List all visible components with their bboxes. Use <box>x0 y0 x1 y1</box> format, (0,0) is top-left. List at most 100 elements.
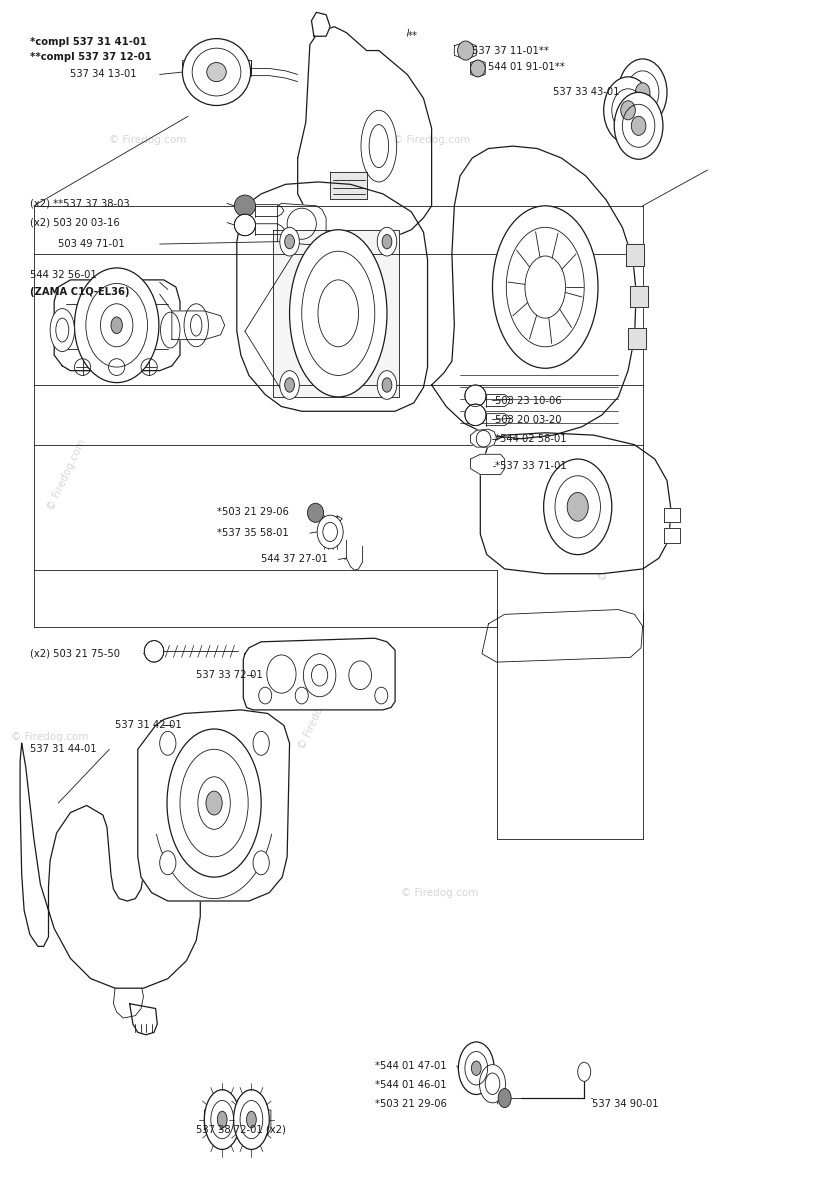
Text: © Firedog.com: © Firedog.com <box>45 438 87 511</box>
Polygon shape <box>129 1003 157 1034</box>
Ellipse shape <box>144 641 164 662</box>
Text: 537 37 11-01**: 537 37 11-01** <box>472 46 549 55</box>
Text: (x2) **537 37 38-03: (x2) **537 37 38-03 <box>30 198 129 209</box>
Ellipse shape <box>458 1042 494 1094</box>
Ellipse shape <box>285 378 294 392</box>
Ellipse shape <box>544 460 611 554</box>
Polygon shape <box>628 328 646 349</box>
Ellipse shape <box>218 1111 227 1128</box>
Ellipse shape <box>480 1064 505 1103</box>
Text: 503 23 10-06: 503 23 10-06 <box>495 396 561 406</box>
Ellipse shape <box>160 731 176 755</box>
Text: 537 34 13-01: 537 34 13-01 <box>70 70 137 79</box>
Text: (x2) 503 21 75-50: (x2) 503 21 75-50 <box>30 649 119 659</box>
Polygon shape <box>172 311 225 340</box>
Polygon shape <box>204 1110 271 1138</box>
Polygon shape <box>630 286 648 307</box>
Ellipse shape <box>160 851 176 875</box>
Text: *compl 537 31 41-01: *compl 537 31 41-01 <box>30 37 147 47</box>
Ellipse shape <box>207 62 227 82</box>
Polygon shape <box>471 430 497 448</box>
Text: (x2) 503 20 03-16: (x2) 503 20 03-16 <box>30 217 119 228</box>
Text: © Firedog.com: © Firedog.com <box>393 136 471 145</box>
Ellipse shape <box>289 229 387 397</box>
Text: *544 02 58-01: *544 02 58-01 <box>495 433 567 444</box>
Ellipse shape <box>204 1090 240 1150</box>
Text: *503 21 29-06: *503 21 29-06 <box>375 1099 447 1109</box>
Ellipse shape <box>382 378 392 392</box>
Ellipse shape <box>167 730 261 877</box>
Ellipse shape <box>307 503 324 522</box>
Polygon shape <box>297 26 432 244</box>
Polygon shape <box>432 146 636 439</box>
Polygon shape <box>278 204 326 245</box>
Text: 537 34 90-01: 537 34 90-01 <box>592 1099 659 1109</box>
Text: 544 32 56-01: 544 32 56-01 <box>30 270 96 280</box>
Polygon shape <box>236 182 428 412</box>
Ellipse shape <box>253 851 269 875</box>
Ellipse shape <box>206 791 222 815</box>
Text: © Firedog.com: © Firedog.com <box>12 732 89 743</box>
Ellipse shape <box>317 515 343 548</box>
Ellipse shape <box>111 317 122 334</box>
Text: 537 33 72-01: 537 33 72-01 <box>196 671 263 680</box>
Polygon shape <box>626 244 644 265</box>
Text: © Firedog.com: © Firedog.com <box>109 136 186 145</box>
Polygon shape <box>20 743 200 988</box>
Ellipse shape <box>377 371 396 400</box>
Ellipse shape <box>253 731 269 755</box>
Ellipse shape <box>377 227 396 256</box>
Ellipse shape <box>280 227 299 256</box>
Ellipse shape <box>74 268 159 383</box>
Text: 544 37 27-01: 544 37 27-01 <box>261 554 328 564</box>
Polygon shape <box>471 60 485 77</box>
Ellipse shape <box>285 234 294 248</box>
Ellipse shape <box>567 492 588 521</box>
Text: 537 38 72-01 (x2): 537 38 72-01 (x2) <box>196 1124 286 1134</box>
Polygon shape <box>664 508 680 522</box>
Ellipse shape <box>465 385 486 407</box>
Ellipse shape <box>620 101 635 120</box>
Polygon shape <box>454 43 476 58</box>
Ellipse shape <box>234 196 255 216</box>
Ellipse shape <box>457 41 474 60</box>
Text: 537 31 42-01: 537 31 42-01 <box>115 720 182 731</box>
Text: **compl 537 37 12-01: **compl 537 37 12-01 <box>30 52 152 61</box>
Text: *544 01 46-01: *544 01 46-01 <box>375 1080 447 1090</box>
Polygon shape <box>664 528 680 542</box>
Polygon shape <box>138 710 289 901</box>
Polygon shape <box>330 173 367 199</box>
Ellipse shape <box>234 214 255 235</box>
Ellipse shape <box>375 688 388 704</box>
Ellipse shape <box>604 77 653 144</box>
Ellipse shape <box>182 38 250 106</box>
Ellipse shape <box>499 1088 511 1108</box>
Ellipse shape <box>635 83 650 102</box>
Text: 503 49 71-01: 503 49 71-01 <box>59 239 125 250</box>
Text: 544 01 91-01**: 544 01 91-01** <box>489 62 565 72</box>
Ellipse shape <box>295 688 308 704</box>
Ellipse shape <box>382 234 392 248</box>
Text: 537 33 43-01: 537 33 43-01 <box>554 88 620 97</box>
Ellipse shape <box>50 308 74 352</box>
Ellipse shape <box>471 1061 481 1075</box>
Ellipse shape <box>259 688 272 704</box>
Text: *537 33 71-01: *537 33 71-01 <box>495 461 567 472</box>
Polygon shape <box>243 638 395 710</box>
Text: **: ** <box>407 31 417 41</box>
Polygon shape <box>274 229 399 397</box>
Text: 503 20 03-20: 503 20 03-20 <box>495 415 561 425</box>
Polygon shape <box>480 433 671 574</box>
Text: © Firedog.com: © Firedog.com <box>401 888 479 898</box>
Ellipse shape <box>614 92 663 160</box>
Ellipse shape <box>578 1062 591 1081</box>
Text: © Firedog.com: © Firedog.com <box>297 677 339 751</box>
Ellipse shape <box>471 60 485 77</box>
Ellipse shape <box>246 1111 256 1128</box>
Ellipse shape <box>618 59 667 126</box>
Text: *544 01 47-01: *544 01 47-01 <box>375 1061 447 1070</box>
Polygon shape <box>482 610 643 662</box>
Ellipse shape <box>465 404 486 426</box>
Ellipse shape <box>233 1090 269 1150</box>
Ellipse shape <box>493 206 598 368</box>
